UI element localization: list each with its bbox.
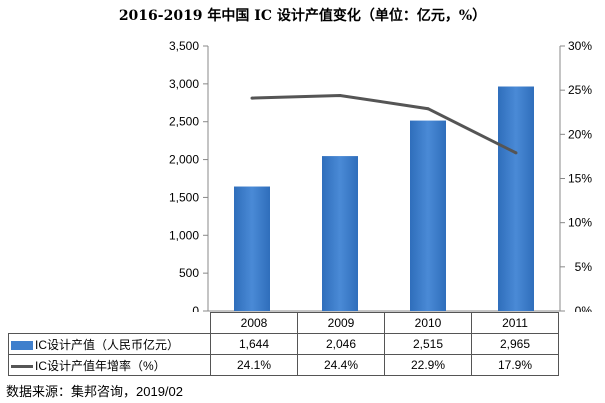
- series-name: IC设计产值年增率（%）: [35, 358, 166, 373]
- chart-title: 2016-2019 年中国 IC 设计产值变化（单位：亿元，%）: [118, 8, 487, 24]
- left-axis-tick-label: 3,500: [169, 39, 199, 53]
- right-axis-tick-label: 30%: [568, 39, 592, 53]
- category-label: 2008: [210, 312, 298, 334]
- data-label: 24.4%: [297, 354, 385, 376]
- right-axis-tick-label: 5%: [575, 260, 593, 274]
- left-axis-tick-label: 2,500: [169, 115, 199, 129]
- bar: [234, 186, 270, 311]
- category-label: 2009: [297, 312, 385, 334]
- data-label: 24.1%: [210, 354, 298, 376]
- category-label: 2011: [471, 312, 559, 334]
- data-label: 2,515: [384, 333, 472, 355]
- source-note: 数据来源：集邦咨询，2019/02: [6, 384, 183, 399]
- data-label: 17.9%: [471, 354, 559, 376]
- bar-swatch-icon: [11, 340, 33, 350]
- series-name: IC设计产值（人民币亿元）: [35, 337, 180, 352]
- left-axis-tick-label: 500: [179, 266, 199, 280]
- line-point: [338, 93, 342, 97]
- line-point: [250, 96, 254, 100]
- data-label: 1,644: [210, 333, 298, 355]
- right-axis-tick-label: 0%: [575, 304, 593, 312]
- data-table: 2008 2009 2010 2011 IC设计产值（人民币亿元） 1,644 …: [8, 312, 559, 376]
- table-row-line-series: IC设计产值年增率（%） 24.1% 24.4% 22.9% 17.9%: [8, 354, 559, 376]
- legend-entry-bar: IC设计产值（人民币亿元）: [8, 333, 211, 355]
- right-axis-tick-label: 10%: [568, 216, 592, 230]
- line-series: [250, 93, 518, 155]
- table-corner: [8, 312, 211, 334]
- line-swatch-icon: [11, 364, 33, 368]
- line-point: [514, 151, 518, 155]
- category-label: 2010: [384, 312, 472, 334]
- data-label: 2,965: [471, 333, 559, 355]
- bar: [410, 120, 446, 311]
- growth-line: [251, 93, 517, 155]
- table-header-row: 2008 2009 2010 2011: [8, 312, 559, 334]
- right-axis-tick-label: 25%: [568, 83, 592, 97]
- chart-plot: 0 500 1,000 1,500 2,000 2,500 3,000 3,500 0% 5% 1…: [169, 39, 593, 312]
- left-axis-tick-label: 2,000: [169, 153, 199, 167]
- right-axis: 0% 5% 10% 15% 20% 25% 30%: [559, 39, 593, 312]
- left-axis-tick-label: 1,000: [169, 228, 199, 242]
- left-axis-tick-label: 0: [192, 304, 199, 312]
- legend-entry-line: IC设计产值年增率（%）: [8, 354, 211, 376]
- bar: [322, 156, 358, 311]
- right-axis-tick-label: 20%: [568, 127, 592, 141]
- data-label: 2,046: [297, 333, 385, 355]
- left-axis-tick-label: 1,500: [169, 190, 199, 204]
- table-row-bar-series: IC设计产值（人民币亿元） 1,644 2,046 2,515 2,965: [8, 333, 559, 355]
- bar-series: [234, 86, 534, 311]
- data-label: 22.9%: [384, 354, 472, 376]
- left-axis-tick-label: 3,000: [169, 77, 199, 91]
- line-point: [426, 107, 430, 111]
- right-axis-tick-label: 15%: [568, 172, 592, 186]
- bar: [498, 86, 534, 311]
